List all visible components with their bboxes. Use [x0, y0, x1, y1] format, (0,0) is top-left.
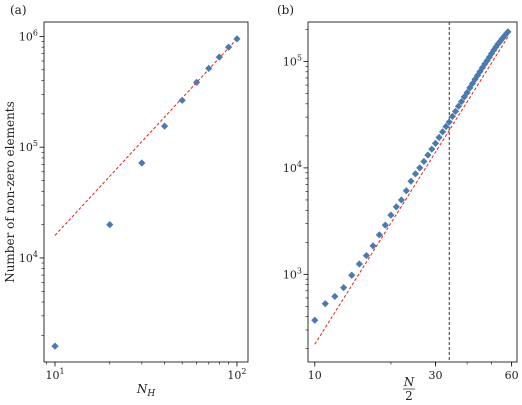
panel-b-markers: [311, 28, 512, 324]
data-point: [355, 260, 363, 268]
data-point: [490, 46, 498, 54]
data-point: [321, 300, 329, 308]
data-point: [435, 133, 443, 142]
x-tick-label: 10: [308, 369, 322, 382]
data-point: [473, 71, 482, 80]
y-tick-label-exponent: 5: [297, 53, 302, 62]
y-tick-label: 105: [283, 53, 302, 68]
data-point: [311, 316, 319, 324]
y-tick-label-base: 10: [19, 252, 33, 265]
data-point: [457, 97, 466, 106]
data-point: [362, 251, 371, 260]
data-point: [500, 32, 508, 41]
fit-line: [314, 36, 509, 345]
y-tick-label-exponent: 6: [33, 28, 38, 37]
data-point: [381, 221, 389, 229]
x-tick-label-exponent: 2: [241, 367, 246, 376]
y-tick-label: 104: [283, 160, 302, 175]
panel-b-x-axis-label-denominator: 2: [405, 389, 413, 403]
data-point: [392, 203, 400, 211]
data-point: [492, 43, 500, 51]
y-tick-label: 106: [19, 28, 38, 43]
x-tick-label-base: 10: [227, 369, 241, 382]
y-tick-label-exponent: 4: [297, 160, 302, 169]
data-point: [138, 159, 146, 167]
panel-b-label: (b): [277, 3, 294, 17]
panel-a-label: (a): [10, 3, 27, 17]
data-point: [431, 139, 440, 147]
data-point: [420, 157, 428, 166]
panel-a-markers: [51, 35, 241, 350]
data-point: [375, 231, 383, 239]
x-tick-label: 102: [227, 367, 246, 382]
data-point: [178, 96, 186, 104]
data-point: [402, 187, 410, 195]
data-point: [51, 342, 59, 350]
y-tick-label-base: 10: [283, 162, 297, 175]
data-point: [225, 43, 233, 51]
data-point: [428, 145, 436, 153]
x-tick-label-exponent: 1: [59, 367, 64, 376]
data-point: [205, 64, 213, 72]
data-point: [438, 128, 447, 136]
y-tick-label-exponent: 5: [33, 139, 38, 148]
data-point: [348, 271, 356, 279]
y-tick-label: 104: [19, 250, 38, 265]
data-point: [463, 89, 471, 97]
data-point: [488, 49, 496, 58]
y-tick-label-base: 10: [19, 30, 33, 43]
panel-a-x-axis-label: NH: [136, 382, 156, 399]
y-tick-label-exponent: 3: [297, 266, 302, 275]
data-point: [454, 102, 463, 110]
data-point: [387, 211, 395, 219]
data-point: [442, 122, 450, 131]
data-point: [416, 164, 424, 172]
panel-b-x-axis-label: N 2: [403, 375, 415, 403]
panel-b-plot-area: [307, 21, 518, 363]
data-point: [471, 75, 479, 83]
data-point: [340, 284, 348, 292]
y-tick-label-exponent: 4: [33, 250, 38, 259]
data-point: [445, 118, 453, 126]
data-point: [496, 37, 504, 46]
y-tick-label: 105: [19, 139, 38, 154]
data-point: [233, 35, 241, 43]
x-tick-label-base: 10: [45, 369, 59, 382]
data-point: [485, 53, 493, 61]
data-point: [369, 242, 377, 250]
data-point: [504, 28, 512, 36]
data-point: [502, 30, 510, 38]
panel-b-x-axis-label-numerator: N: [403, 375, 415, 389]
data-point: [215, 53, 223, 61]
y-tick-label-base: 10: [19, 141, 33, 154]
data-point: [451, 107, 460, 115]
y-tick-label-base: 10: [283, 268, 297, 281]
y-tick-label-base: 10: [283, 55, 297, 68]
data-point: [424, 151, 432, 159]
data-point: [466, 84, 474, 92]
data-point: [331, 292, 339, 301]
y-tick-label: 103: [283, 266, 302, 281]
data-point: [106, 221, 114, 229]
data-point: [397, 196, 406, 204]
panel-a-y-axis-label: Number of non-zero elements: [3, 101, 17, 283]
panel-a-x-axis-label-sub: H: [146, 389, 155, 399]
data-point: [448, 112, 457, 120]
panel-a-plot-area: [43, 21, 249, 363]
data-point: [407, 177, 415, 185]
panel-b-fit-line: [314, 36, 509, 345]
x-tick-label: 101: [45, 367, 64, 382]
x-tick-label: 60: [505, 369, 519, 382]
data-point: [192, 78, 201, 86]
panel-a-x-axis-label-main: N: [136, 382, 148, 396]
data-point: [160, 122, 169, 130]
data-point: [411, 170, 420, 178]
x-tick-label: 30: [428, 369, 442, 382]
